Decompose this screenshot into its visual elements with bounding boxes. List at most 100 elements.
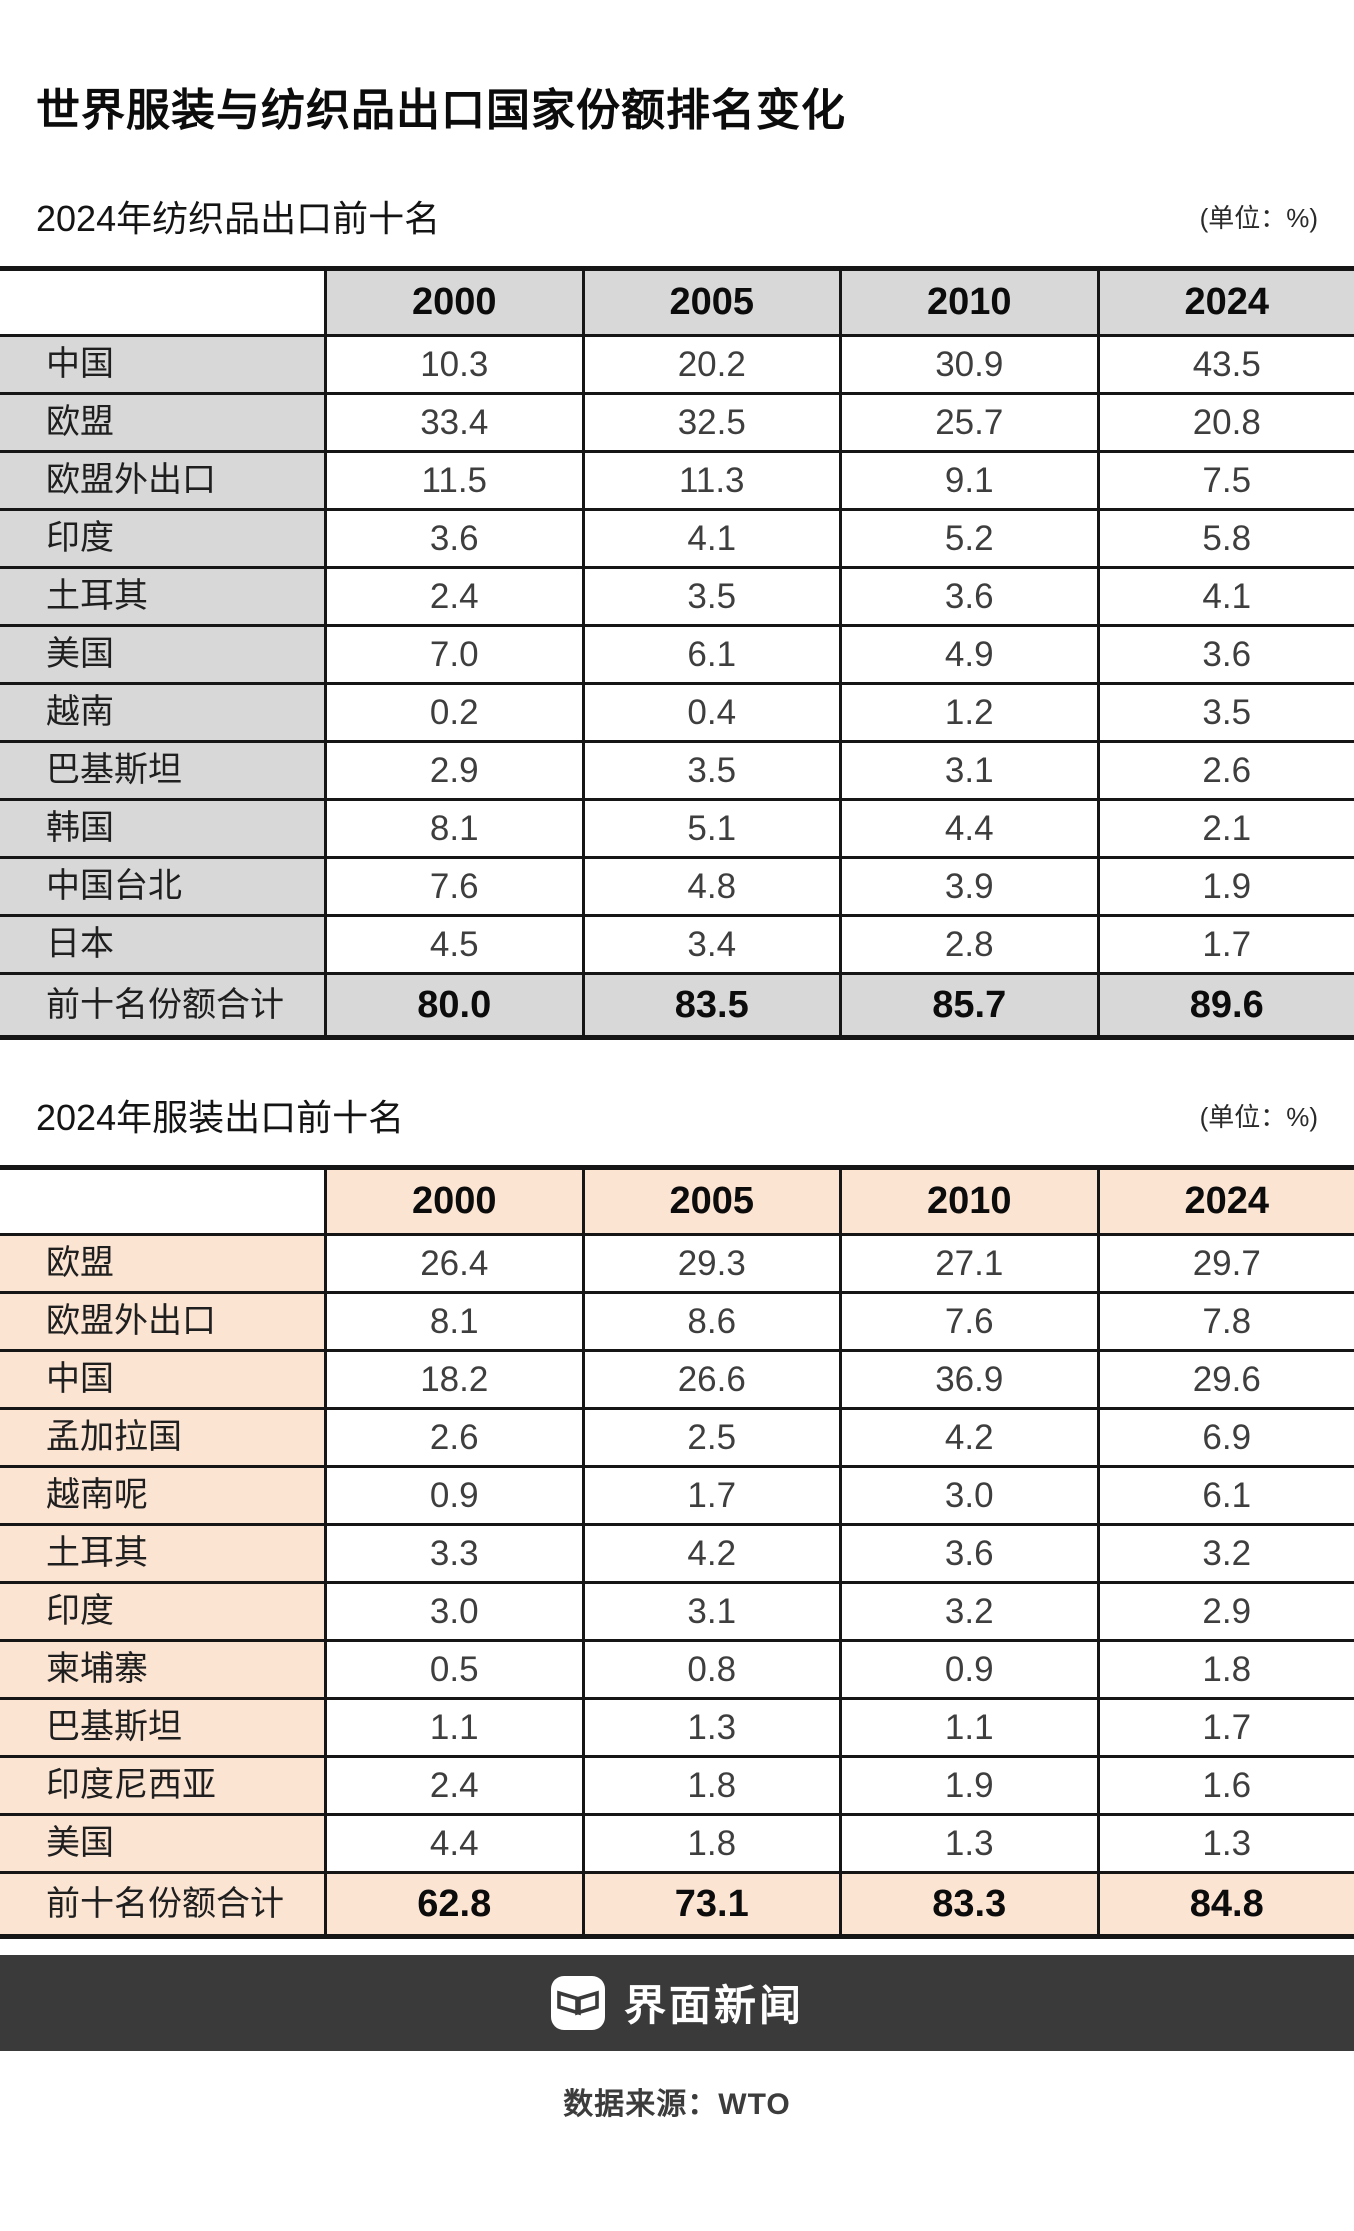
brand-footer-bar: 界面新闻	[0, 1954, 1354, 2051]
value-cell: 1.3	[839, 1812, 1097, 1871]
value-cell: 10.3	[324, 333, 582, 392]
value-cell: 8.1	[324, 797, 582, 856]
value-cell: 1.7	[1096, 1696, 1354, 1755]
row-label: 越南呢	[0, 1464, 324, 1523]
value-cell: 1.8	[1096, 1638, 1354, 1697]
apparel-section-header: 2024年服装出口前十名 (单位：%)	[36, 1096, 1318, 1139]
apparel-unit-label: (单位：%)	[1199, 1101, 1318, 1132]
value-cell: 7.8	[1096, 1290, 1354, 1349]
value-cell: 1.8	[581, 1754, 839, 1813]
value-cell: 1.7	[1096, 913, 1354, 972]
value-cell: 2.9	[1096, 1580, 1354, 1639]
total-value-cell: 84.8	[1096, 1870, 1354, 1934]
value-cell: 7.5	[1096, 449, 1354, 508]
value-cell: 29.7	[1096, 1232, 1354, 1291]
year-column-header: 2024	[1096, 1169, 1354, 1233]
table-corner-cell	[0, 1169, 324, 1233]
value-cell: 0.9	[839, 1638, 1097, 1697]
value-cell: 1.2	[839, 681, 1097, 740]
value-cell: 25.7	[839, 391, 1097, 450]
apparel-table-title: 2024年服装出口前十名	[36, 1096, 405, 1138]
value-cell: 26.4	[324, 1232, 582, 1291]
total-row-label: 前十名份额合计	[0, 971, 324, 1035]
value-cell: 3.4	[581, 913, 839, 972]
value-cell: 5.1	[581, 797, 839, 856]
value-cell: 3.0	[324, 1580, 582, 1639]
value-cell: 29.3	[581, 1232, 839, 1291]
row-label: 印度	[0, 1580, 324, 1639]
value-cell: 5.8	[1096, 507, 1354, 566]
value-cell: 1.1	[839, 1696, 1097, 1755]
textile-section-header: 2024年纺织品出口前十名 (单位：%)	[36, 197, 1318, 240]
textile-table-title: 2024年纺织品出口前十名	[36, 197, 441, 239]
row-label: 土耳其	[0, 1522, 324, 1581]
value-cell: 5.2	[839, 507, 1097, 566]
value-cell: 4.8	[581, 855, 839, 914]
value-cell: 0.9	[324, 1464, 582, 1523]
value-cell: 1.9	[839, 1754, 1097, 1813]
row-label: 巴基斯坦	[0, 739, 324, 798]
row-label: 柬埔寨	[0, 1638, 324, 1697]
value-cell: 4.5	[324, 913, 582, 972]
value-cell: 2.4	[324, 565, 582, 624]
year-column-header: 2010	[839, 270, 1097, 334]
row-label: 土耳其	[0, 565, 324, 624]
value-cell: 1.1	[324, 1696, 582, 1755]
value-cell: 4.1	[581, 507, 839, 566]
row-label: 中国台北	[0, 855, 324, 914]
total-value-cell: 83.3	[839, 1870, 1097, 1934]
value-cell: 36.9	[839, 1348, 1097, 1407]
value-cell: 33.4	[324, 391, 582, 450]
textile-export-table: 2000 2005 2010 2024 中国 10.3 20.2 30.9 43.5 欧盟 33.4…	[0, 265, 1354, 1040]
value-cell: 1.6	[1096, 1754, 1354, 1813]
row-label: 韩国	[0, 797, 324, 856]
value-cell: 6.9	[1096, 1406, 1354, 1465]
row-label: 欧盟外出口	[0, 449, 324, 508]
row-label: 美国	[0, 623, 324, 682]
row-label: 美国	[0, 1812, 324, 1871]
value-cell: 3.1	[839, 739, 1097, 798]
value-cell: 3.3	[324, 1522, 582, 1581]
row-label: 中国	[0, 1348, 324, 1407]
total-value-cell: 73.1	[581, 1870, 839, 1934]
value-cell: 3.5	[1096, 681, 1354, 740]
value-cell: 3.1	[581, 1580, 839, 1639]
year-column-header: 2024	[1096, 270, 1354, 334]
value-cell: 9.1	[839, 449, 1097, 508]
value-cell: 4.4	[839, 797, 1097, 856]
value-cell: 30.9	[839, 333, 1097, 392]
value-cell: 7.6	[839, 1290, 1097, 1349]
value-cell: 6.1	[1096, 1464, 1354, 1523]
value-cell: 32.5	[581, 391, 839, 450]
value-cell: 4.2	[581, 1522, 839, 1581]
value-cell: 2.9	[324, 739, 582, 798]
year-column-header: 2005	[581, 270, 839, 334]
year-column-header: 2010	[839, 1169, 1097, 1233]
total-value-cell: 62.8	[324, 1870, 582, 1934]
value-cell: 43.5	[1096, 333, 1354, 392]
value-cell: 29.6	[1096, 1348, 1354, 1407]
value-cell: 8.1	[324, 1290, 582, 1349]
value-cell: 2.5	[581, 1406, 839, 1465]
value-cell: 2.8	[839, 913, 1097, 972]
value-cell: 2.1	[1096, 797, 1354, 856]
value-cell: 26.6	[581, 1348, 839, 1407]
value-cell: 7.6	[324, 855, 582, 914]
table-corner-cell	[0, 270, 324, 334]
page-title: 世界服装与纺织品出口国家份额排名变化	[36, 86, 846, 135]
row-label: 欧盟	[0, 1232, 324, 1291]
row-label: 印度尼西亚	[0, 1754, 324, 1813]
value-cell: 0.8	[581, 1638, 839, 1697]
value-cell: 3.5	[581, 565, 839, 624]
value-cell: 0.5	[324, 1638, 582, 1697]
value-cell: 3.6	[1096, 623, 1354, 682]
total-value-cell: 80.0	[324, 971, 582, 1035]
year-column-header: 2005	[581, 1169, 839, 1233]
row-label: 日本	[0, 913, 324, 972]
infographic-page: 世界服装与纺织品出口国家份额排名变化 2024年纺织品出口前十名 (单位：%) …	[0, 86, 1354, 2121]
value-cell: 3.6	[839, 1522, 1097, 1581]
row-label: 越南	[0, 681, 324, 740]
value-cell: 20.2	[581, 333, 839, 392]
value-cell: 1.3	[1096, 1812, 1354, 1871]
value-cell: 3.2	[839, 1580, 1097, 1639]
